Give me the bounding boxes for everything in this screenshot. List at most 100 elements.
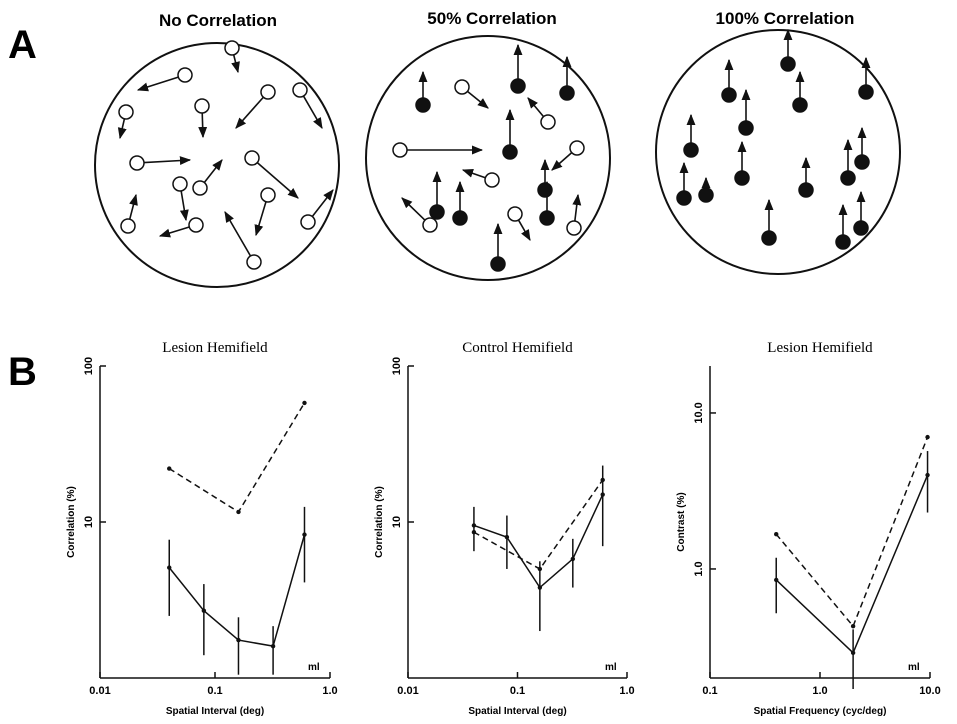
x-tick-label: 0.1 [510, 685, 525, 697]
dot [792, 97, 808, 113]
dot [194, 98, 210, 114]
data-point [504, 534, 510, 540]
x-tick-label: 0.01 [397, 685, 418, 697]
dot [510, 78, 526, 94]
dot [454, 79, 470, 95]
dot [260, 84, 276, 100]
motion-arrow [235, 96, 264, 129]
x-tick-label: 1.0 [619, 685, 634, 697]
series-line [168, 534, 306, 648]
dot [537, 182, 553, 198]
motion-arrow [117, 118, 127, 140]
y-tick-label: 10.0 [693, 402, 705, 423]
x-axis-label: Spatial Interval (deg) [468, 706, 566, 717]
annotation: ml [605, 662, 617, 673]
y-axis-label: Correlation (%) [374, 486, 385, 558]
motion-arrow [203, 159, 223, 183]
motion-arrow [401, 197, 426, 221]
y-tick-label: 10 [391, 516, 403, 528]
aperture [365, 35, 611, 281]
motion-arrow [158, 226, 190, 238]
dot [540, 114, 556, 130]
dot [452, 210, 468, 226]
data-point [600, 477, 605, 483]
data-point [471, 523, 477, 528]
dot [698, 187, 714, 203]
x-tick-label: 0.1 [207, 685, 222, 697]
data-point [302, 400, 307, 406]
dot-field [117, 28, 874, 272]
dot [224, 40, 240, 56]
data-point [236, 509, 241, 515]
motion-arrow [231, 54, 240, 74]
series-line [473, 494, 604, 589]
data-point [774, 532, 779, 537]
panel-title: 100% Correlation [716, 9, 855, 28]
y-axis-label: Contrast (%) [676, 492, 687, 551]
motion-arrow [128, 193, 138, 220]
panel-title: No Correlation [159, 11, 277, 30]
dot [244, 150, 260, 166]
motion-arrow [198, 112, 208, 139]
dot [798, 182, 814, 198]
data-point [537, 566, 543, 572]
motion-arrow [551, 152, 573, 171]
dot [246, 254, 262, 270]
data-point [167, 565, 172, 570]
dot [292, 82, 308, 98]
motion-arrow [466, 90, 489, 109]
panel-title: 50% Correlation [427, 9, 556, 28]
dot [761, 230, 777, 246]
x-tick-label: 1.0 [322, 685, 337, 697]
panel-label: B [8, 350, 37, 394]
y-tick-label: 1.0 [693, 561, 705, 576]
data-point [570, 556, 576, 562]
aperture [94, 42, 340, 288]
dot [840, 170, 856, 186]
dot [738, 120, 754, 136]
x-tick-label: 1.0 [812, 685, 827, 697]
motion-arrow [527, 97, 545, 118]
dot [300, 214, 316, 230]
motion-arrow [179, 190, 189, 222]
dot [683, 142, 699, 158]
dot [172, 176, 188, 192]
dot [566, 220, 582, 236]
dot [734, 170, 750, 186]
y-axis-label: Correlation (%) [66, 486, 77, 558]
dot [188, 217, 204, 233]
data-point [925, 434, 930, 440]
motion-arrow [311, 189, 334, 217]
x-tick-label: 10.0 [919, 685, 940, 697]
data-point [471, 530, 477, 535]
motion-arrow [254, 201, 267, 237]
dot [392, 142, 408, 158]
dot [192, 180, 208, 196]
dot [490, 256, 506, 272]
dot [120, 218, 136, 234]
y-tick-label: 100 [83, 357, 95, 375]
data-point [302, 532, 307, 537]
dot [484, 172, 500, 188]
y-tick-label: 10 [83, 516, 95, 528]
dot [539, 210, 555, 226]
motion-arrow [136, 76, 179, 92]
data-point [201, 608, 207, 613]
data-point [850, 650, 856, 656]
series-line [775, 436, 929, 628]
data-point [774, 577, 779, 583]
dot [129, 155, 145, 171]
motion-arrow [256, 161, 299, 199]
x-axis-label: Spatial Frequency (cyc/deg) [754, 706, 887, 717]
dot [721, 87, 737, 103]
dot [569, 140, 585, 156]
dot [415, 97, 431, 113]
dot [422, 217, 438, 233]
chart-title: Lesion Hemifield [162, 340, 268, 356]
motion-arrow [461, 169, 486, 179]
motion-arrow [572, 193, 582, 222]
dot [858, 84, 874, 100]
data-point [537, 585, 543, 590]
x-tick-label: 0.01 [89, 685, 110, 697]
